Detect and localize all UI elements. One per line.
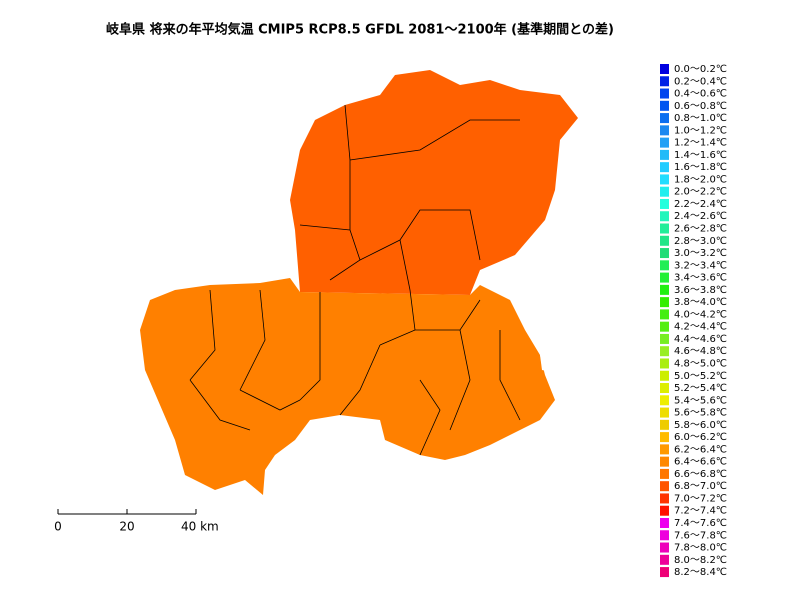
legend-label: 3.0～3.2℃ <box>674 248 727 259</box>
legend-swatch <box>660 333 669 344</box>
legend-label: 0.2～0.4℃ <box>674 76 727 87</box>
legend-label: 7.8～8.0℃ <box>674 543 727 554</box>
legend-label: 2.4～2.6℃ <box>674 211 727 222</box>
legend-swatch <box>660 383 669 394</box>
legend-swatch <box>660 149 669 160</box>
legend-label: 0.0～0.2℃ <box>674 64 727 75</box>
legend-swatch <box>660 346 669 357</box>
legend-swatch <box>660 76 669 87</box>
legend-label: 1.6～1.8℃ <box>674 162 727 173</box>
legend-swatch <box>660 517 669 528</box>
legend-swatch <box>660 395 669 406</box>
legend-label: 5.2～5.4℃ <box>674 383 727 394</box>
north-region <box>290 70 578 295</box>
legend-swatch <box>660 309 669 320</box>
legend-swatch <box>660 567 669 578</box>
legend-swatch <box>660 297 669 308</box>
legend-swatch <box>660 432 669 443</box>
legend-label: 3.6～3.8℃ <box>674 285 727 296</box>
legend-label: 0.6～0.8℃ <box>674 101 727 112</box>
legend-swatch <box>660 100 669 111</box>
legend-label: 7.0～7.2℃ <box>674 493 727 504</box>
legend-swatch <box>660 493 669 504</box>
legend-swatch <box>660 162 669 173</box>
legend-swatch <box>660 113 669 124</box>
legend-label: 4.4～4.6℃ <box>674 334 727 345</box>
legend-label: 7.6～7.8℃ <box>674 530 727 541</box>
legend-label: 4.6～4.8℃ <box>674 346 727 357</box>
legend-swatch <box>660 370 669 381</box>
legend-label: 0.8～1.0℃ <box>674 113 727 124</box>
legend-label: 7.2～7.4℃ <box>674 506 727 517</box>
legend-label: 7.4～7.6℃ <box>674 518 727 529</box>
gap <box>540 352 552 372</box>
municipal-boundaries <box>189 104 521 456</box>
legend-label: 3.2～3.4℃ <box>674 260 727 271</box>
legend-label: 4.2～4.4℃ <box>674 322 727 333</box>
legend-label: 1.2～1.4℃ <box>674 138 727 149</box>
legend-label: 5.6～5.8℃ <box>674 408 727 419</box>
scale-label: 40 km <box>181 520 219 534</box>
legend-swatch <box>660 137 669 148</box>
legend-label: 1.4～1.6℃ <box>674 150 727 161</box>
legend-swatch <box>660 235 669 246</box>
legend-label: 5.0～5.2℃ <box>674 371 727 382</box>
legend-swatch <box>660 198 669 209</box>
legend: 0.0～0.2℃0.2～0.4℃ 0.4～0.6℃0.6～0.8℃0.8～1.0℃… <box>660 64 727 578</box>
legend-label: 5.4～5.6℃ <box>674 395 727 406</box>
legend-label: 2.6～2.8℃ <box>674 224 727 235</box>
legend-label: 6.6～6.8℃ <box>674 469 727 480</box>
legend-label: 4.8～5.0℃ <box>674 358 727 369</box>
legend-label: 3.8～4.0℃ <box>674 297 727 308</box>
legend-swatch <box>660 481 669 492</box>
legend-label: 5.8～6.0℃ <box>674 420 727 431</box>
legend-label: 1.0～1.2℃ <box>674 125 727 136</box>
legend-swatch <box>660 468 669 479</box>
legend-swatch <box>660 272 669 283</box>
legend-swatch <box>660 88 669 99</box>
scale-label: 20 <box>119 520 134 534</box>
legend-label: 2.0～2.2℃ <box>674 187 727 198</box>
map <box>140 70 578 495</box>
legend-swatch <box>660 505 669 516</box>
title: 岐阜県 将来の年平均気温 CMIP5 RCP8.5 GFDL 2081～2100… <box>106 22 614 38</box>
legend-swatch <box>660 260 669 271</box>
scale-bar: 0 20 40 km <box>54 509 219 534</box>
south-region <box>140 278 555 495</box>
legend-label: 8.0～8.2℃ <box>674 555 727 566</box>
legend-label: 0.4～0.6℃ <box>674 89 727 100</box>
legend-label: 6.0～6.2℃ <box>674 432 727 443</box>
legend-label: 3.4～3.6℃ <box>674 273 727 284</box>
legend-swatch <box>660 248 669 259</box>
legend-label: 6.8～7.0℃ <box>674 481 727 492</box>
legend-label: 8.2～8.4℃ <box>674 567 727 578</box>
legend-label: 6.4～6.6℃ <box>674 457 727 468</box>
legend-swatch <box>660 64 669 74</box>
legend-swatch <box>660 554 669 565</box>
legend-swatch <box>660 407 669 418</box>
legend-swatch <box>660 444 669 455</box>
legend-swatch <box>660 456 669 467</box>
legend-swatch <box>660 321 669 332</box>
legend-swatch <box>660 174 669 185</box>
legend-swatch <box>660 284 669 295</box>
legend-label: 4.0～4.2℃ <box>674 309 727 320</box>
legend-label: 6.2～6.4℃ <box>674 444 727 455</box>
legend-swatch <box>660 419 669 430</box>
legend-label: 2.8～3.0℃ <box>674 236 727 247</box>
scale-label: 0 <box>54 520 62 534</box>
legend-swatch <box>660 125 669 136</box>
legend-label: 2.2～2.4℃ <box>674 199 727 210</box>
legend-swatch <box>660 186 669 197</box>
legend-swatch <box>660 223 669 234</box>
legend-label: 1.8～2.0℃ <box>674 174 727 185</box>
legend-swatch <box>660 530 669 541</box>
legend-swatch <box>660 542 669 553</box>
legend-swatch <box>660 358 669 369</box>
legend-swatch <box>660 211 669 222</box>
